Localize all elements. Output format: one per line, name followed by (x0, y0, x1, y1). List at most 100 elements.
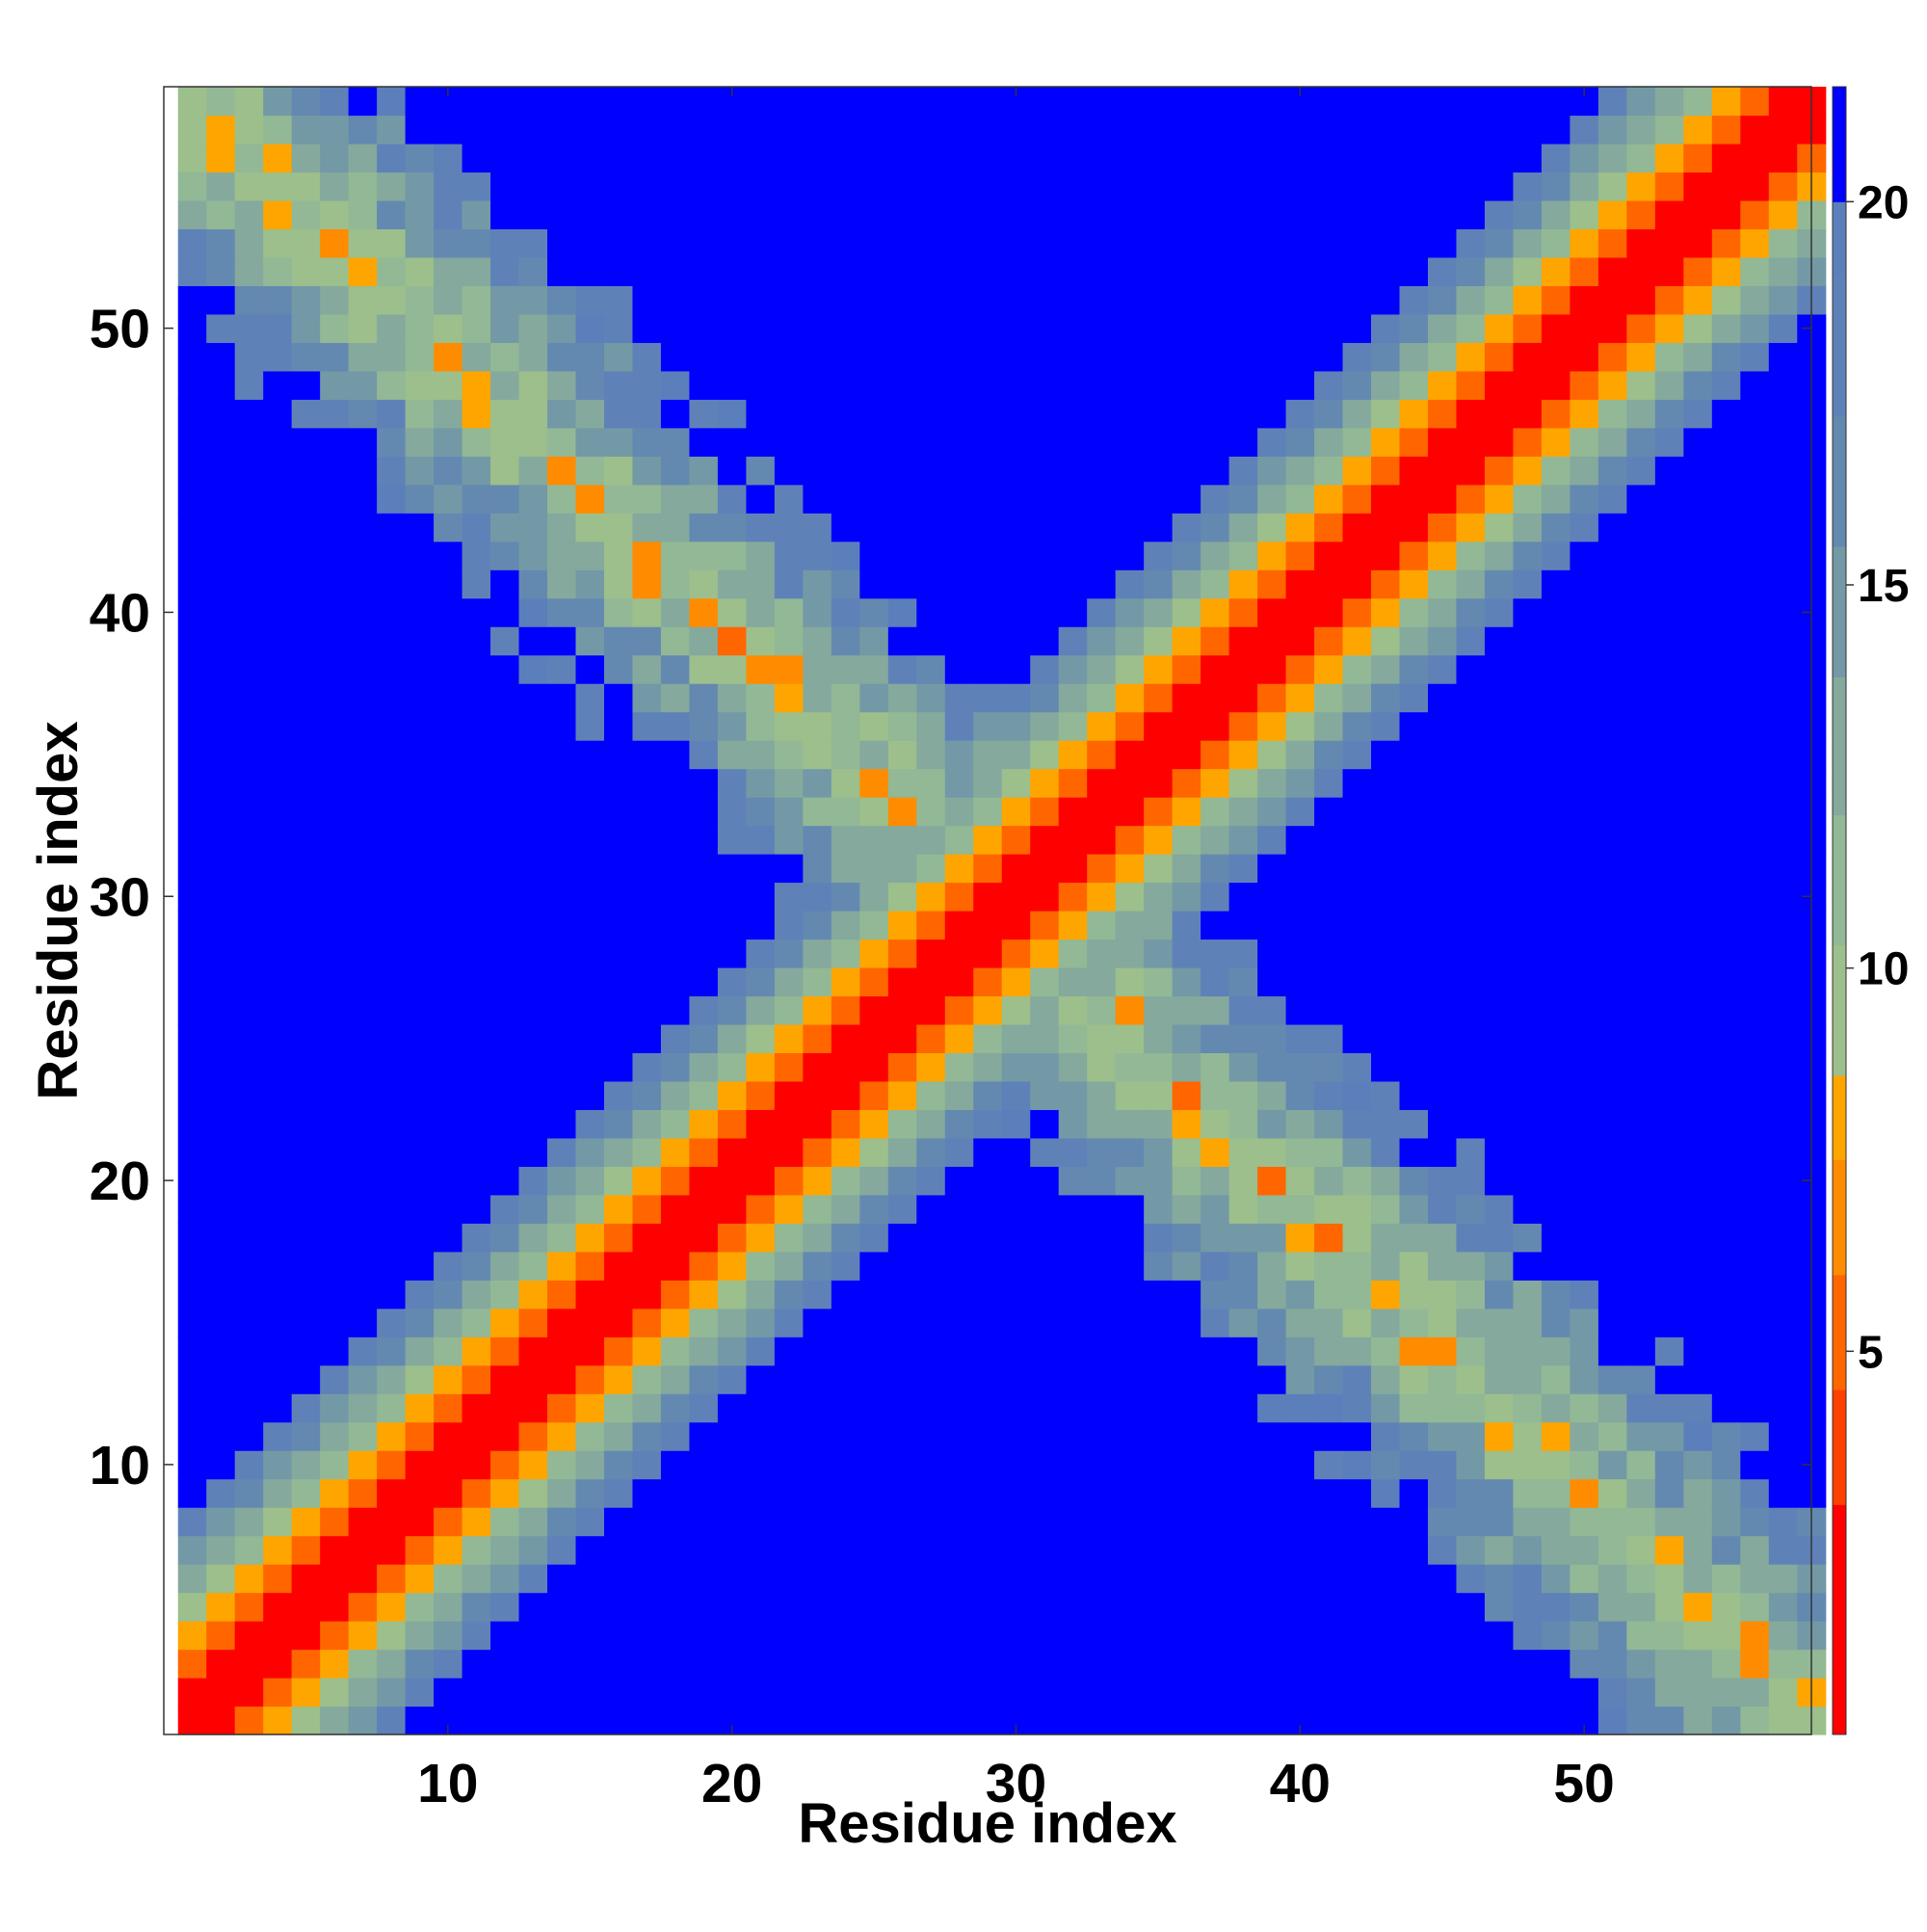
heatmap-cell (348, 1621, 378, 1651)
heatmap-cell (291, 882, 321, 912)
heatmap-cell (1597, 484, 1627, 514)
heatmap-cell (859, 1280, 889, 1310)
heatmap-cell (859, 1535, 889, 1565)
heatmap-cell (887, 143, 917, 173)
heatmap-cell (1399, 342, 1429, 372)
heatmap-cell (1314, 1706, 1344, 1735)
heatmap-cell (1711, 1450, 1741, 1480)
heatmap-cell (1456, 1621, 1486, 1651)
heatmap-cell (1087, 1364, 1117, 1394)
heatmap-cell (717, 740, 747, 770)
heatmap-cell (1541, 313, 1571, 343)
heatmap-cell (1513, 541, 1543, 570)
heatmap-cell (1399, 854, 1429, 884)
heatmap-cell (859, 1421, 889, 1451)
heatmap-cell (660, 399, 691, 429)
heatmap-cell (717, 1507, 747, 1537)
heatmap-cell (291, 683, 321, 713)
heatmap-cell (1626, 1621, 1656, 1651)
heatmap-cell (1683, 597, 1713, 627)
heatmap-cell (1570, 115, 1599, 145)
heatmap-cell (746, 399, 776, 429)
heatmap-cell (1456, 541, 1486, 570)
heatmap-cell (434, 1450, 463, 1480)
heatmap-cell (632, 313, 662, 343)
heatmap-cell (1228, 1678, 1258, 1707)
heatmap-cell (234, 797, 264, 827)
heatmap-cell (263, 854, 293, 884)
heatmap-cell (632, 399, 662, 429)
heatmap-cell (1115, 1052, 1145, 1082)
heatmap-cell (831, 1308, 860, 1337)
heatmap-cell (1399, 285, 1429, 315)
heatmap-cell (1484, 1137, 1515, 1167)
heatmap-cell (1285, 825, 1315, 855)
heatmap-cell (1597, 626, 1627, 656)
heatmap-cell (1342, 484, 1372, 514)
heatmap-cell (405, 115, 435, 145)
heatmap-cell (1456, 966, 1486, 997)
heatmap-cell (547, 1023, 577, 1054)
heatmap-cell (1484, 768, 1515, 798)
heatmap-cell (1342, 1023, 1372, 1054)
heatmap-cell (774, 939, 804, 968)
heatmap-cell (348, 911, 378, 940)
heatmap-cell (547, 285, 577, 315)
heatmap-cell (1371, 654, 1401, 684)
heatmap-cell (1570, 797, 1599, 827)
heatmap-cell (973, 683, 1003, 713)
heatmap-cell (1087, 87, 1117, 117)
heatmap-cell (1058, 1621, 1088, 1651)
heatmap-cell (206, 285, 236, 315)
heatmap-cell (1654, 541, 1684, 570)
heatmap-cell (518, 370, 548, 400)
heatmap-cell (1058, 1223, 1088, 1253)
heatmap-cell (518, 456, 548, 486)
heatmap-cell (973, 1450, 1003, 1480)
heatmap-cell (632, 1194, 662, 1224)
heatmap-cell (1115, 399, 1145, 429)
heatmap-cell (518, 1364, 548, 1394)
heatmap-cell (1371, 427, 1401, 457)
heatmap-cell (434, 1564, 463, 1594)
heatmap-cell (377, 1706, 407, 1735)
heatmap-cell (547, 1223, 577, 1253)
heatmap-cell (1711, 427, 1741, 457)
heatmap-cell (831, 1678, 860, 1707)
heatmap-cell (1001, 1166, 1031, 1196)
heatmap-cell (1172, 939, 1201, 968)
heatmap-cell (831, 370, 860, 400)
heatmap-cell (462, 1308, 491, 1337)
heatmap-cell (1456, 1706, 1486, 1735)
heatmap-cell (1427, 995, 1458, 1025)
heatmap-cell (1201, 597, 1230, 627)
heatmap-cell (859, 966, 889, 997)
heatmap-cell (1541, 1507, 1571, 1537)
heatmap-cell (1740, 172, 1770, 201)
heatmap-cell (206, 939, 236, 968)
heatmap-cell (206, 1052, 236, 1082)
heatmap-cell (1172, 1251, 1201, 1281)
heatmap-cell (1342, 683, 1372, 713)
heatmap-cell (660, 1023, 691, 1054)
heatmap-cell (660, 427, 691, 457)
heatmap-cell (1371, 484, 1401, 514)
heatmap-cell (206, 1223, 236, 1253)
heatmap-cell (234, 1393, 264, 1423)
heatmap-cell (859, 1592, 889, 1622)
heatmap-cell (1314, 797, 1344, 827)
heatmap-cell (490, 1137, 520, 1167)
heatmap-cell (1456, 313, 1486, 343)
heatmap-cell (1597, 597, 1627, 627)
heatmap-cell (1427, 427, 1458, 457)
heatmap-cell (1201, 87, 1230, 117)
heatmap-cell (1030, 87, 1060, 117)
heatmap-cell (348, 285, 378, 315)
heatmap-cell (320, 228, 350, 258)
heatmap-cell (1001, 1194, 1031, 1224)
heatmap-cell (1001, 569, 1031, 599)
heatmap-cell (660, 939, 691, 968)
heatmap-cell (831, 711, 860, 741)
heatmap-cell (774, 285, 804, 315)
heatmap-cell (1228, 172, 1258, 201)
